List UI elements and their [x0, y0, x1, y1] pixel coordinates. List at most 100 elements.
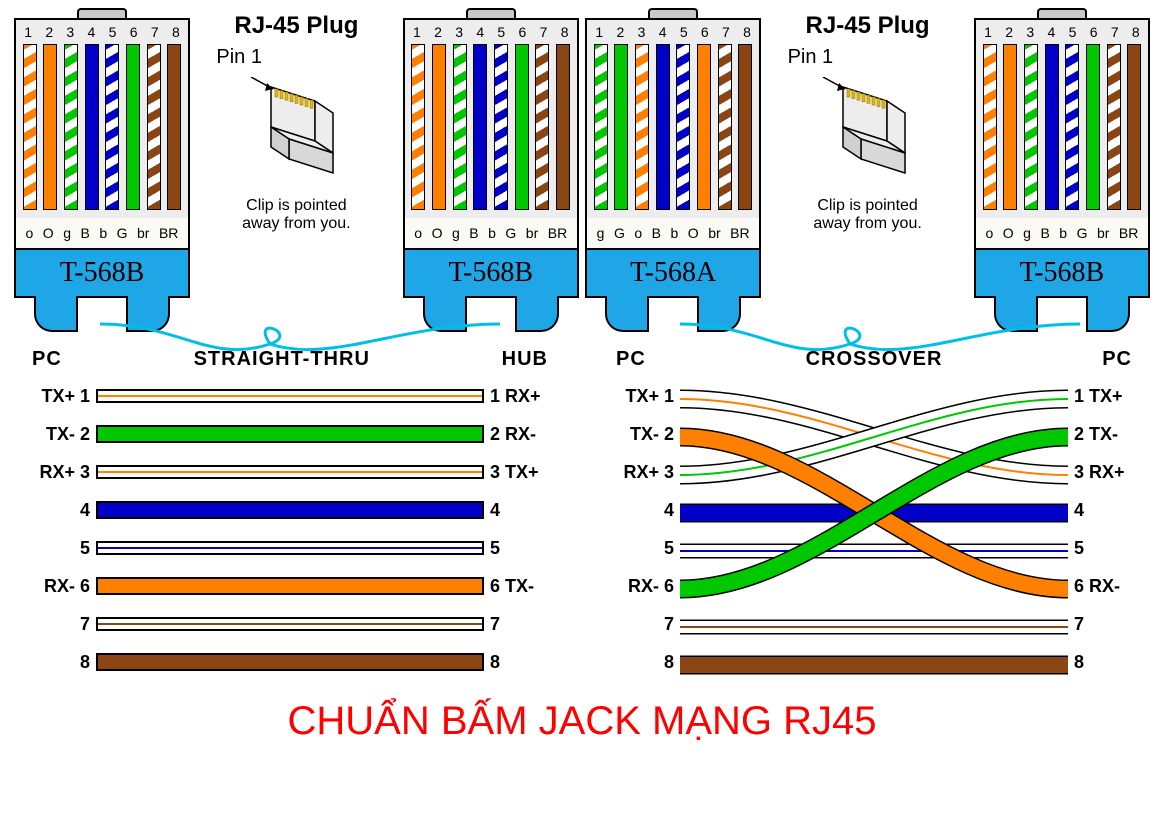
- left-pin-label: 4: [28, 500, 96, 521]
- pin-number: 7: [1106, 24, 1124, 40]
- crossover-wire-row: 4 4: [612, 491, 1136, 529]
- right-pin-label: 6 RX-: [1068, 576, 1136, 597]
- left-pin-label: 5: [28, 538, 96, 559]
- wire-strand: [96, 617, 484, 631]
- connector-wire: [697, 44, 711, 210]
- right-pin-label: 1 TX+: [1068, 386, 1136, 407]
- connector-wire: [432, 44, 446, 210]
- connector-wire: [105, 44, 119, 210]
- rj45-isometric-icon: [241, 77, 351, 187]
- left-pin-label: TX- 2: [28, 424, 96, 445]
- right-pin-label: 4: [1068, 500, 1136, 521]
- pin-number: 2: [40, 24, 58, 40]
- wire-strand: [96, 425, 484, 443]
- connector-wire: [494, 44, 508, 210]
- straight-wire-row: RX- 6 6 TX-: [28, 567, 552, 605]
- connector-codes: oOgBbGbrBR: [403, 218, 579, 248]
- connector-wire: [23, 44, 37, 210]
- rj45-plug-title: RJ-45 Plug: [768, 12, 968, 40]
- connector-wire: [1086, 44, 1100, 210]
- right-pin-label: 7: [484, 614, 552, 635]
- right-pin-label: 5: [1068, 538, 1136, 559]
- pin-number: 5: [104, 24, 122, 40]
- pin-number: 2: [429, 24, 447, 40]
- right-pin-label: 3 RX+: [1068, 462, 1136, 483]
- pin-number: 4: [1042, 24, 1060, 40]
- left-pin-label: 5: [612, 538, 680, 559]
- pin-number: 1: [408, 24, 426, 40]
- connector-wire: [1127, 44, 1141, 210]
- pin-number: 6: [125, 24, 143, 40]
- connector-wire: [515, 44, 529, 210]
- clip-note: Clip is pointedaway from you.: [196, 197, 396, 233]
- straight-wire-row: 4 4: [28, 491, 552, 529]
- right-pin-label: 8: [1068, 652, 1136, 673]
- crossover-diagram: PC CROSSOVER PC TX+ 1 1 TX+ TX- 2 2 TX- …: [612, 348, 1136, 681]
- pin1-label: Pin 1: [768, 46, 968, 69]
- plug-annotation-left: RJ-45 Plug Pin 1 Clip is pointedaway fro…: [196, 8, 396, 298]
- wire-strand: [96, 501, 484, 519]
- connector-codes: gGoBbObrBR: [585, 218, 761, 248]
- header-mid: CROSSOVER: [806, 348, 943, 371]
- clip-note: Clip is pointedaway from you.: [768, 197, 968, 233]
- crossover-wire-row: 8 8: [612, 643, 1136, 681]
- wiring-diagrams-row: PC STRAIGHT-THRU HUB TX+ 1 1 RX+ TX- 2 2…: [0, 298, 1164, 681]
- pin-number: 4: [654, 24, 672, 40]
- pin-number: 3: [633, 24, 651, 40]
- pin-number: 5: [675, 24, 693, 40]
- connector-wire: [1107, 44, 1121, 210]
- left-pin-label: 8: [28, 652, 96, 673]
- right-pin-label: 8: [484, 652, 552, 673]
- crossover-wire-row: RX+ 3 3 RX+: [612, 453, 1136, 491]
- crossover-wire-row: 7 7: [612, 605, 1136, 643]
- wire-strand: [96, 653, 484, 671]
- connector-2: 12345678 oOgBbGbrBR T-568B: [403, 8, 579, 298]
- pin-number: 8: [738, 24, 756, 40]
- connector-wire: [614, 44, 628, 210]
- pin-number: 3: [61, 24, 79, 40]
- footer-title: CHUẨN BẤM JACK MẠNG RJ45: [0, 699, 1164, 744]
- connector-wire: [453, 44, 467, 210]
- right-pin-label: 3 TX+: [484, 462, 552, 483]
- right-pin-label: 5: [484, 538, 552, 559]
- crossover-wire-row: TX- 2 2 TX-: [612, 415, 1136, 453]
- header-left: PC: [616, 348, 646, 371]
- connectors-row: 12345678 oOgBbGbrBR T-568B RJ-45 Plug Pi…: [0, 0, 1164, 298]
- connector-wire: [983, 44, 997, 210]
- connector-wire: [1065, 44, 1079, 210]
- connector-standard-label: T-568B: [403, 248, 579, 298]
- connector-1: 12345678 oOgBbGbrBR T-568B: [14, 8, 190, 298]
- pin-number: 1: [590, 24, 608, 40]
- pin-number: 8: [167, 24, 185, 40]
- connector-wire: [718, 44, 732, 210]
- header-right: HUB: [502, 348, 548, 371]
- straight-wire-row: 7 7: [28, 605, 552, 643]
- straight-wire-row: TX+ 1 1 RX+: [28, 377, 552, 415]
- connector-wire: [411, 44, 425, 210]
- left-pin-label: RX- 6: [28, 576, 96, 597]
- right-pin-label: 2 RX-: [484, 424, 552, 445]
- pin-number: 7: [717, 24, 735, 40]
- connector-wire: [535, 44, 549, 210]
- left-pin-label: 7: [612, 614, 680, 635]
- connector-wire: [126, 44, 140, 210]
- pin-number: 5: [1064, 24, 1082, 40]
- crossover-wire-row: TX+ 1 1 TX+: [612, 377, 1136, 415]
- pin-number: 6: [513, 24, 531, 40]
- connector-4: 12345678 oOgBbGbrBR T-568B: [974, 8, 1150, 298]
- left-pin-label: RX+ 3: [28, 462, 96, 483]
- connector-wire: [1003, 44, 1017, 210]
- connector-wire: [1045, 44, 1059, 210]
- pin-number: 5: [492, 24, 510, 40]
- left-pin-label: TX+ 1: [612, 386, 680, 407]
- wire-strand: [96, 389, 484, 403]
- connector-wire: [473, 44, 487, 210]
- pin-number: 6: [696, 24, 714, 40]
- pin-number: 8: [556, 24, 574, 40]
- rj45-plug-title: RJ-45 Plug: [196, 12, 396, 40]
- connector-wire: [676, 44, 690, 210]
- pin-number: 1: [979, 24, 997, 40]
- pin-number: 2: [1000, 24, 1018, 40]
- connector-wire: [635, 44, 649, 210]
- connector-wire: [64, 44, 78, 210]
